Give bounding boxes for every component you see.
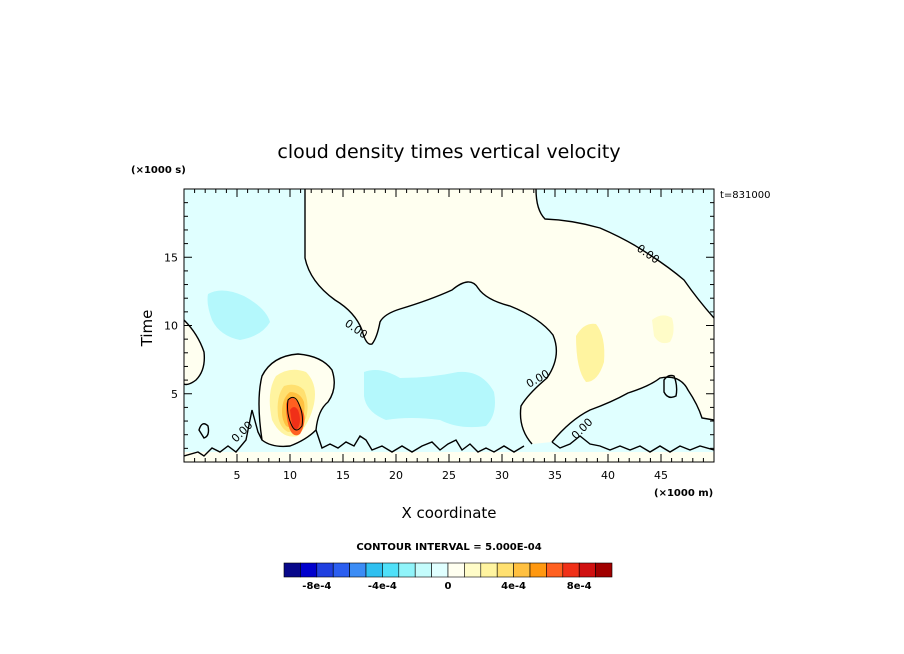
positive-region-top bbox=[305, 189, 714, 444]
colorbar-swatch bbox=[414, 562, 432, 578]
time-stamp-label: t=831000 bbox=[720, 190, 770, 201]
colorbar-swatch bbox=[595, 562, 613, 578]
colorbar-tick-label: 0 bbox=[445, 581, 452, 592]
colorbar-swatch bbox=[546, 562, 564, 578]
x-axis-label: X coordinate bbox=[401, 504, 496, 522]
y-tick-label: 15 bbox=[164, 251, 178, 264]
colorbar-swatch bbox=[431, 562, 449, 578]
colorbar-swatch bbox=[316, 562, 334, 578]
chart-title: cloud density times vertical velocity bbox=[277, 141, 620, 163]
colorbar-swatch bbox=[464, 562, 482, 578]
x-tick-label: 45 bbox=[654, 469, 668, 482]
colorbar-tick-label: -8e-4 bbox=[302, 581, 331, 592]
colorbar-swatch bbox=[496, 562, 514, 578]
zero-contours bbox=[184, 189, 714, 457]
colorbar-swatch bbox=[398, 562, 416, 578]
x-unit-label: (×1000 m) bbox=[654, 488, 713, 499]
x-tick-label: 40 bbox=[601, 469, 615, 482]
negative-blob-left bbox=[207, 290, 270, 340]
x-tick-label: 20 bbox=[389, 469, 403, 482]
colorbar-swatch bbox=[529, 562, 547, 578]
x-axis: 5 10 15 20 25 30 35 40 45 bbox=[194, 189, 704, 482]
colorbar-tick-label: 4e-4 bbox=[501, 581, 526, 592]
colorbar-tick-label: 8e-4 bbox=[567, 581, 592, 592]
plot-field bbox=[184, 189, 714, 462]
positive-blob-right-small bbox=[652, 315, 674, 344]
x-tick-label: 10 bbox=[283, 469, 297, 482]
colorbar-swatch bbox=[562, 562, 580, 578]
colorbar-swatch bbox=[365, 562, 383, 578]
positive-blob-right bbox=[576, 323, 605, 382]
core-contour bbox=[287, 396, 303, 431]
colorbar-swatch bbox=[283, 562, 301, 578]
colorbar-tick-label: -4e-4 bbox=[368, 581, 397, 592]
colorbar-swatch bbox=[300, 562, 318, 578]
colorbar: -8e-4 -4e-4 0 4e-4 8e-4 bbox=[283, 562, 613, 592]
x-tick-label: 5 bbox=[234, 469, 241, 482]
colorbar-swatch bbox=[513, 562, 531, 578]
x-tick-label: 35 bbox=[548, 469, 562, 482]
y-unit-label: (×1000 s) bbox=[131, 165, 186, 176]
colorbar-swatch bbox=[332, 562, 350, 578]
colorbar-swatch bbox=[578, 562, 596, 578]
x-tick-label: 30 bbox=[495, 469, 509, 482]
colorbar-swatch bbox=[349, 562, 367, 578]
negative-blob-center bbox=[364, 370, 495, 428]
y-axis: 5 10 15 bbox=[164, 202, 714, 449]
y-tick-label: 10 bbox=[164, 320, 178, 333]
x-tick-label: 15 bbox=[336, 469, 350, 482]
colorbar-swatch bbox=[447, 562, 465, 578]
y-axis-label: Time bbox=[138, 310, 156, 348]
contour-interval-text: CONTOUR INTERVAL = 5.000E-04 bbox=[356, 542, 541, 553]
core-red bbox=[290, 407, 300, 430]
colorbar-swatch bbox=[480, 562, 498, 578]
colorbar-swatch bbox=[382, 562, 400, 578]
x-tick-label: 25 bbox=[442, 469, 456, 482]
positive-region-left bbox=[184, 320, 205, 385]
y-tick-label: 5 bbox=[171, 388, 178, 401]
